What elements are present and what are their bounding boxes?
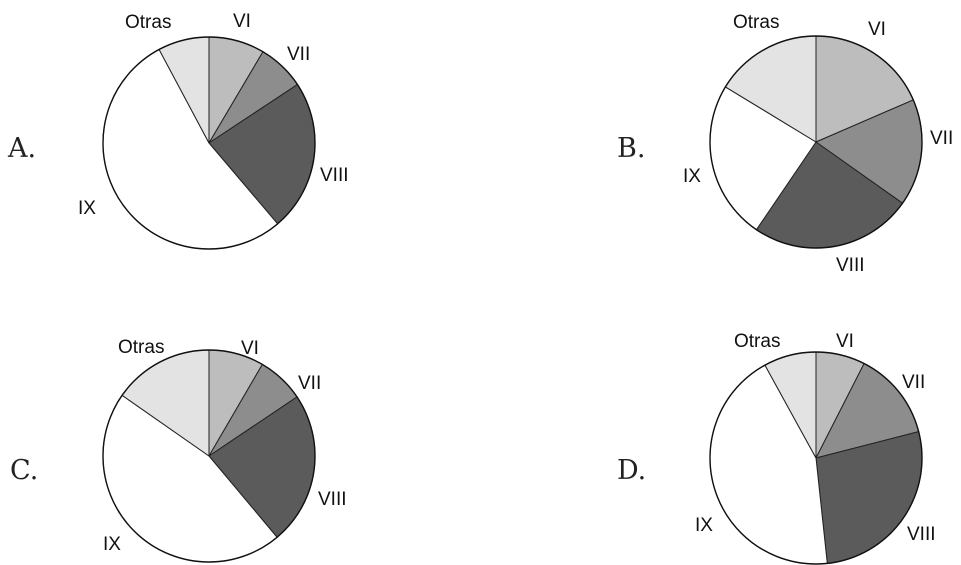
option-d-label-vi: VI xyxy=(836,331,854,352)
option-c-label-vii: VII xyxy=(298,373,321,394)
option-b-pie xyxy=(709,35,923,249)
option-c-pie xyxy=(102,349,316,563)
option-c-label-vi: VI xyxy=(241,338,259,359)
option-d-group: D. Otras VI VII VIII IX xyxy=(617,331,936,565)
option-a-pie-outline xyxy=(102,36,316,250)
option-c-pie-outline xyxy=(102,349,316,563)
option-a-label-viii: VIII xyxy=(320,165,349,186)
option-a-group: A. Otras VI VII VIII IX xyxy=(7,11,349,250)
option-d-pie xyxy=(709,351,923,565)
option-a-label-otras: Otras xyxy=(125,12,171,33)
option-d-label-ix: IX xyxy=(695,515,713,536)
option-a-label-vii: VII xyxy=(287,44,310,65)
option-c-group: C. Otras VI VII VIII IX xyxy=(10,337,347,563)
option-b-group: B. Otras VI VII VIII IX xyxy=(617,12,953,276)
option-d-letter: D. xyxy=(617,455,646,486)
option-c-label-viii: VIII xyxy=(318,489,347,510)
option-b-label-otras: Otras xyxy=(733,12,779,33)
option-a-pie xyxy=(102,36,316,250)
option-c-label-ix: IX xyxy=(103,534,121,555)
option-c-label-otras: Otras xyxy=(118,337,164,358)
option-d-label-otras: Otras xyxy=(734,331,780,352)
option-b-label-viii: VIII xyxy=(836,255,865,276)
option-d-label-vii: VII xyxy=(902,372,925,393)
option-a-letter: A. xyxy=(7,133,36,164)
option-b-pie-outline xyxy=(709,35,923,249)
option-b-label-vii: VII xyxy=(930,128,953,149)
option-b-label-vi: VI xyxy=(868,19,886,40)
option-a-label-vi: VI xyxy=(233,11,251,32)
option-a-label-ix: IX xyxy=(78,198,96,219)
option-d-label-viii: VIII xyxy=(907,524,936,545)
option-b-label-ix: IX xyxy=(683,166,701,187)
option-d-pie-outline xyxy=(709,351,923,565)
option-b-letter: B. xyxy=(617,133,645,164)
option-c-letter: C. xyxy=(10,455,38,486)
